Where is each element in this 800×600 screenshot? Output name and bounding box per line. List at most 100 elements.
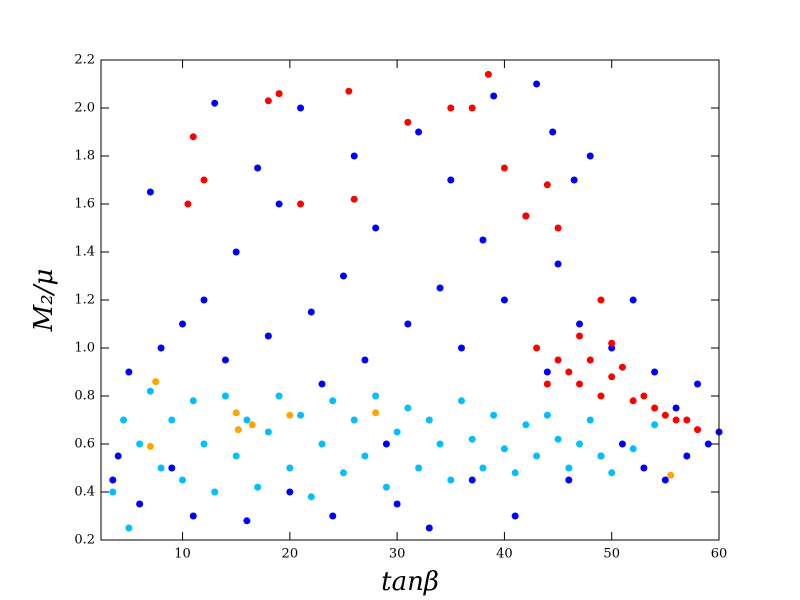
point bbox=[576, 320, 584, 328]
y-tick-label: 0.4 bbox=[74, 485, 95, 500]
point bbox=[549, 128, 557, 136]
point bbox=[683, 452, 691, 460]
point bbox=[576, 380, 584, 388]
x-tick-label: 60 bbox=[711, 547, 728, 562]
point bbox=[243, 416, 251, 424]
point bbox=[672, 404, 680, 412]
point bbox=[533, 344, 541, 352]
point bbox=[232, 409, 240, 417]
y-tick-label: 0.6 bbox=[74, 437, 95, 452]
point bbox=[264, 332, 272, 340]
point bbox=[522, 421, 530, 429]
point bbox=[618, 363, 626, 371]
point bbox=[576, 440, 584, 448]
point bbox=[329, 397, 337, 405]
point bbox=[522, 212, 530, 220]
point bbox=[286, 411, 294, 419]
point bbox=[554, 435, 562, 443]
point bbox=[565, 476, 573, 484]
point bbox=[533, 452, 541, 460]
point bbox=[404, 118, 412, 126]
point bbox=[672, 416, 680, 424]
point bbox=[114, 452, 122, 460]
point bbox=[651, 404, 659, 412]
point bbox=[146, 387, 154, 395]
point bbox=[694, 426, 702, 434]
x-tick-label: 20 bbox=[282, 547, 299, 562]
plot-frame bbox=[100, 59, 720, 541]
x-tick-label: 30 bbox=[389, 547, 406, 562]
point bbox=[629, 445, 637, 453]
point bbox=[382, 440, 390, 448]
point bbox=[500, 164, 508, 172]
point bbox=[254, 483, 262, 491]
point bbox=[533, 80, 541, 88]
point bbox=[243, 517, 251, 525]
y-tick-label: 2.0 bbox=[74, 101, 95, 116]
point bbox=[543, 380, 551, 388]
point bbox=[425, 524, 433, 532]
point bbox=[350, 152, 358, 160]
point bbox=[125, 524, 133, 532]
x-tick-label: 10 bbox=[174, 547, 191, 562]
point bbox=[565, 464, 573, 472]
point bbox=[393, 428, 401, 436]
point bbox=[651, 368, 659, 376]
point bbox=[109, 476, 117, 484]
point bbox=[468, 435, 476, 443]
point bbox=[640, 392, 648, 400]
point bbox=[318, 440, 326, 448]
point bbox=[554, 260, 562, 268]
point bbox=[586, 416, 594, 424]
y-tick-label: 0.2 bbox=[74, 533, 95, 548]
point bbox=[565, 368, 573, 376]
point bbox=[479, 464, 487, 472]
point bbox=[543, 411, 551, 419]
point bbox=[232, 452, 240, 460]
point bbox=[350, 195, 358, 203]
point bbox=[189, 397, 197, 405]
point bbox=[608, 469, 616, 477]
point bbox=[404, 320, 412, 328]
y-tick-label: 1.0 bbox=[74, 341, 95, 356]
point bbox=[629, 296, 637, 304]
point bbox=[146, 188, 154, 196]
point bbox=[339, 469, 347, 477]
point bbox=[146, 442, 154, 450]
point bbox=[234, 426, 242, 434]
point bbox=[200, 440, 208, 448]
y-tick-label: 2.2 bbox=[74, 53, 95, 68]
point bbox=[179, 320, 187, 328]
y-tick-label: 1.2 bbox=[74, 293, 95, 308]
point bbox=[458, 397, 465, 405]
point bbox=[372, 224, 380, 232]
point bbox=[372, 409, 380, 417]
point bbox=[694, 380, 702, 388]
point bbox=[200, 296, 208, 304]
point bbox=[307, 493, 315, 501]
point bbox=[683, 416, 691, 424]
y-tick-label: 1.8 bbox=[74, 149, 95, 164]
point bbox=[286, 464, 294, 472]
point bbox=[554, 224, 562, 232]
x-axis-title: tanβ bbox=[381, 567, 439, 597]
point bbox=[157, 464, 165, 472]
point bbox=[479, 236, 487, 244]
y-tick-label: 1.4 bbox=[74, 245, 95, 260]
y-tick-label: 0.8 bbox=[74, 389, 95, 404]
point bbox=[297, 104, 305, 112]
point bbox=[329, 512, 337, 520]
point bbox=[543, 181, 551, 189]
point bbox=[500, 445, 508, 453]
point bbox=[264, 97, 272, 105]
point bbox=[597, 392, 605, 400]
point bbox=[318, 380, 326, 388]
point bbox=[275, 200, 283, 208]
y-axis-title: M₂/μ bbox=[29, 269, 59, 333]
point bbox=[275, 90, 283, 98]
point bbox=[189, 512, 197, 520]
point bbox=[415, 464, 423, 472]
point bbox=[484, 70, 492, 78]
point bbox=[436, 440, 444, 448]
